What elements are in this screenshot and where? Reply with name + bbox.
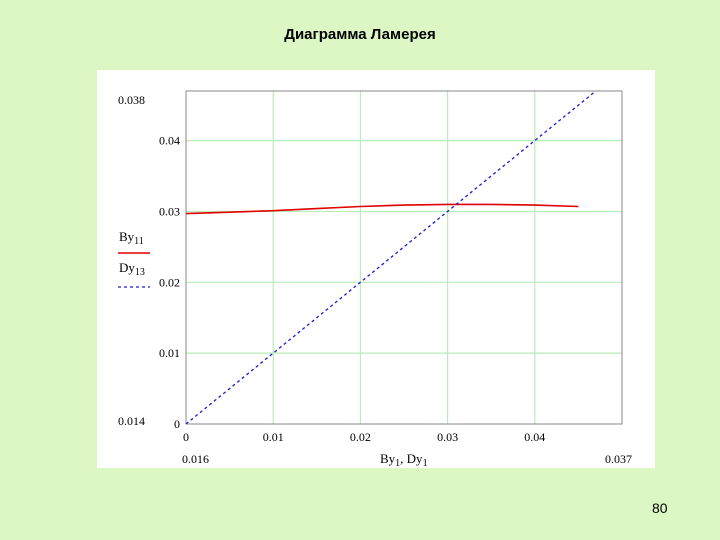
legend-label-by11-main: By bbox=[119, 229, 135, 244]
y-tick-label: 0.01 bbox=[159, 346, 180, 360]
x-min-label: 0.016 bbox=[182, 452, 209, 466]
legend-label-dy13: Dy13 bbox=[119, 260, 145, 278]
x-axis-label: By1, Dy1 bbox=[380, 451, 428, 469]
legend: By11 Dy13 bbox=[118, 229, 150, 288]
x-axis-label-sep: , bbox=[400, 451, 407, 466]
x-axis-label-a: By bbox=[380, 451, 396, 466]
y-max-label: 0.038 bbox=[118, 93, 145, 107]
y-tick-label: 0.03 bbox=[159, 204, 180, 218]
plot-frame bbox=[185, 90, 623, 425]
legend-label-by11: By11 bbox=[119, 229, 144, 247]
x-tick-label: 0.03 bbox=[437, 430, 458, 444]
x-tick-label: 0.04 bbox=[524, 430, 545, 444]
series-line-dy13 bbox=[186, 91, 597, 424]
tick-labels: 0 0.01 0.02 0.03 0.04 0 0.01 0.02 0.03 0.04 bbox=[159, 134, 545, 444]
x-tick-label: 0 bbox=[183, 430, 189, 444]
y-tick-label: 0 bbox=[174, 417, 180, 431]
legend-label-dy13-main: Dy bbox=[119, 260, 135, 275]
y-tick-label: 0.04 bbox=[159, 134, 180, 148]
y-min-label: 0.014 bbox=[118, 414, 145, 428]
legend-label-by11-sub: 11 bbox=[134, 236, 144, 247]
page-number: 80 bbox=[652, 500, 668, 516]
series-line-by11 bbox=[186, 203, 579, 215]
x-max-label: 0.037 bbox=[605, 452, 632, 466]
x-axis-label-a-sub: 1 bbox=[395, 458, 400, 469]
chart-title: Диаграмма Ламерея bbox=[284, 26, 436, 43]
y-tick-label: 0.02 bbox=[159, 275, 180, 289]
x-tick-label: 0.01 bbox=[263, 430, 284, 444]
x-tick-label: 0.02 bbox=[350, 430, 371, 444]
x-axis-label-b-sub: 1 bbox=[423, 458, 428, 469]
grid-lines bbox=[186, 91, 622, 424]
legend-label-dy13-sub: 13 bbox=[135, 267, 145, 278]
plot-panel bbox=[97, 70, 655, 468]
x-axis-label-b: Dy bbox=[407, 451, 423, 466]
series-group bbox=[186, 91, 597, 424]
